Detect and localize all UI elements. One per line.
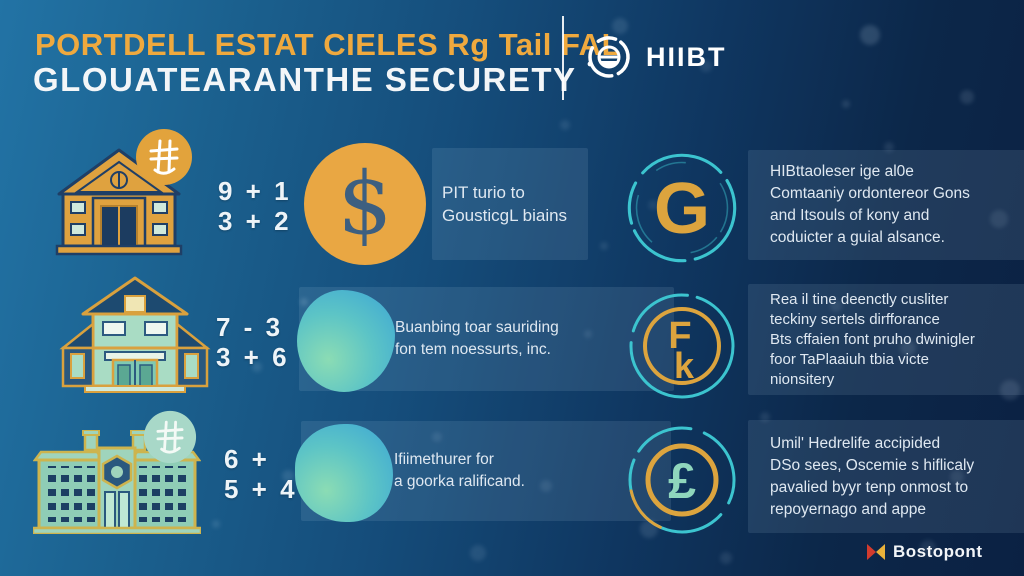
two-story-house-icon xyxy=(59,276,211,393)
svg-text:F: F xyxy=(668,315,691,357)
header-divider xyxy=(562,16,564,100)
bokeh-dot xyxy=(432,432,442,442)
footer-brand: Bostopont xyxy=(866,542,982,562)
bokeh-dot xyxy=(1000,380,1020,400)
teal-blob-icon xyxy=(295,424,393,522)
math-text: 6 +5 + 4 xyxy=(224,444,298,504)
bowtie-mark-icon xyxy=(867,544,885,560)
pound-emblem-icon: £ xyxy=(628,426,736,534)
bokeh-dot xyxy=(212,520,220,528)
museum-building-icon xyxy=(55,148,183,256)
footer-brand-name: Bostopont xyxy=(893,542,983,561)
bokeh-dot xyxy=(648,200,658,210)
bokeh-dot xyxy=(960,90,974,104)
svg-text:G: G xyxy=(654,169,710,249)
letter-fk-emblem-icon: F k xyxy=(629,293,735,399)
bokeh-dot xyxy=(540,480,552,492)
info-panel: HIBttaoleser ige al0e Comtaaniy ordonter… xyxy=(748,150,1024,260)
title-line-1: PORTDELL ESTAT CIELES Rg Tail FAL xyxy=(35,27,622,62)
bokeh-dot xyxy=(300,298,308,306)
bokeh-dot xyxy=(884,142,894,152)
svg-text:£: £ xyxy=(668,453,696,509)
title-line-2: GLOUATEARANTHE SECURETY xyxy=(33,61,577,98)
dollar-coin-icon: $ xyxy=(304,143,426,265)
bokeh-dot xyxy=(950,470,964,484)
bokeh-dot xyxy=(900,340,916,356)
teal-blob-icon xyxy=(297,290,395,392)
info-panel: Umil' Hedrelife accipided DSo sees, Osce… xyxy=(748,420,1024,533)
bokeh-dot xyxy=(842,100,850,108)
bokeh-dot xyxy=(700,60,712,72)
bank-building-icon xyxy=(33,430,201,534)
globe-ring-icon xyxy=(587,36,630,78)
currency-scribble-icon xyxy=(136,129,192,185)
bokeh-dot xyxy=(252,362,262,372)
brand-name: HIIBT xyxy=(646,42,727,72)
currency-scribble-icon xyxy=(143,410,197,464)
bokeh-dot xyxy=(920,540,936,556)
svg-text:k: k xyxy=(674,345,695,386)
info-panel: PIT turio to GousticgL biains xyxy=(432,148,588,260)
bokeh-dot xyxy=(760,412,770,422)
bokeh-dot xyxy=(990,210,1008,228)
bokeh-dot xyxy=(584,330,592,338)
bokeh-dot xyxy=(860,25,880,45)
letter-g-emblem-icon: G xyxy=(627,153,737,263)
bokeh-dot xyxy=(830,300,842,312)
bokeh-dot xyxy=(470,545,486,561)
info-panel: Rea il tine deenctly cusliter teckiny se… xyxy=(748,284,1024,395)
dollar-glyph: $ xyxy=(337,154,393,254)
bokeh-dot xyxy=(560,120,570,130)
bokeh-dot xyxy=(612,18,628,34)
bokeh-dot xyxy=(600,242,608,250)
bokeh-dot xyxy=(720,552,732,564)
bokeh-dot xyxy=(282,470,294,482)
